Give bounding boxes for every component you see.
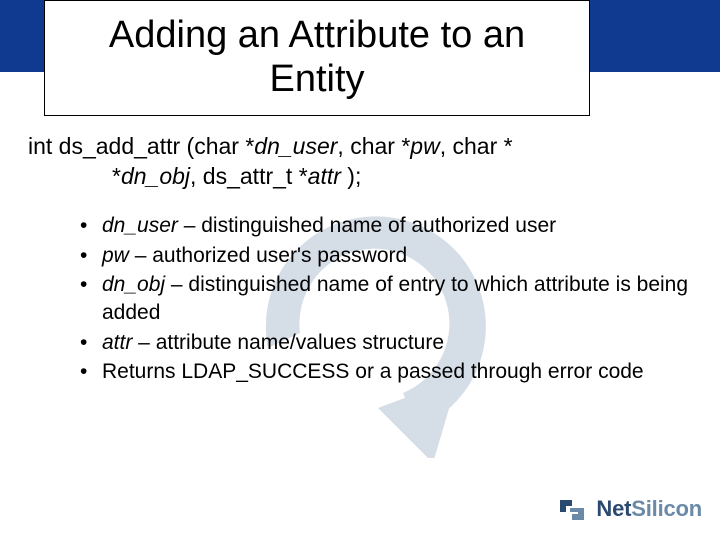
sig-sep-1: , char * [337,133,410,159]
list-item: attr – attribute name/values structure [102,329,692,357]
list-item: dn_obj – distinguished name of entry to … [102,271,692,326]
logo-text-part2: Silicon [631,496,702,521]
sig-param-3-prefix: * [112,163,121,189]
bullet-desc: – attribute name/values structure [132,331,444,354]
sig-suffix: ); [341,163,361,189]
logo-mark-icon [556,494,590,524]
bullet-term: dn_obj [102,273,165,296]
sig-sep-2: , char * [440,133,513,159]
sig-sep-3: , ds_attr_t * [190,163,308,189]
sig-param-4: attr [308,163,341,189]
bullet-term: attr [102,331,132,354]
title-box: Adding an Attribute to an Entity [44,0,590,116]
logo-text: NetSilicon [596,496,702,522]
sig-param-1: dn_user [254,133,337,159]
bullet-desc: – authorized user's password [129,244,407,267]
list-item: dn_user – distinguished name of authoriz… [102,212,692,240]
list-item: pw – authorized user's password [102,242,692,270]
function-signature: int ds_add_attr (char *dn_user, char *pw… [28,132,692,192]
sig-param-2: pw [410,133,439,159]
bullet-term: pw [102,244,129,267]
logo-text-part1: Net [596,496,631,521]
company-logo: NetSilicon [556,494,702,524]
slide-title: Adding an Attribute to an Entity [57,14,577,101]
bullet-term: dn_user [102,214,178,237]
list-item: Returns LDAP_SUCCESS or a passed through… [102,358,692,386]
bullet-desc: – distinguished name of entry to which a… [102,273,688,324]
content-area: int ds_add_attr (char *dn_user, char *pw… [28,132,692,388]
bullet-desc: Returns LDAP_SUCCESS or a passed through… [102,360,644,383]
sig-param-3: dn_obj [121,163,190,189]
sig-prefix: int ds_add_attr (char * [28,133,254,159]
bullet-list: dn_user – distinguished name of authoriz… [28,212,692,386]
bullet-desc: – distinguished name of authorized user [178,214,556,237]
